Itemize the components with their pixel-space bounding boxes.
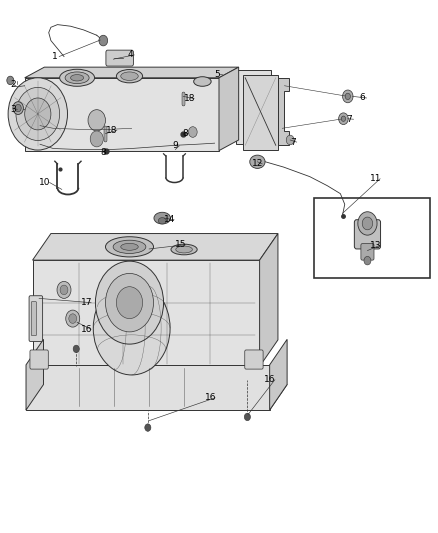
Text: 15: 15 (175, 240, 187, 249)
FancyBboxPatch shape (30, 350, 48, 369)
Ellipse shape (71, 75, 84, 81)
Circle shape (345, 93, 350, 100)
Circle shape (117, 287, 143, 319)
Circle shape (7, 76, 14, 85)
Text: 9: 9 (172, 141, 178, 150)
Text: 10: 10 (39, 178, 51, 187)
Circle shape (25, 98, 51, 130)
Circle shape (106, 273, 153, 332)
Polygon shape (32, 233, 278, 260)
Text: 11: 11 (370, 174, 381, 183)
Text: 13: 13 (370, 241, 381, 250)
Circle shape (145, 424, 151, 431)
Ellipse shape (154, 212, 170, 224)
Text: 16: 16 (205, 393, 216, 402)
FancyBboxPatch shape (31, 302, 36, 336)
Circle shape (364, 256, 371, 265)
Polygon shape (26, 384, 287, 410)
Circle shape (362, 217, 373, 230)
Circle shape (13, 102, 23, 115)
Text: 7: 7 (346, 115, 352, 124)
Text: 7: 7 (290, 138, 296, 147)
Text: 17: 17 (81, 298, 92, 307)
Ellipse shape (158, 217, 166, 224)
Polygon shape (25, 67, 239, 78)
FancyBboxPatch shape (29, 296, 42, 342)
Text: 18: 18 (184, 94, 195, 103)
Text: 16: 16 (265, 375, 276, 384)
Circle shape (60, 285, 68, 295)
Polygon shape (219, 67, 239, 151)
Text: 8: 8 (100, 148, 106, 157)
Circle shape (286, 135, 294, 145)
Ellipse shape (194, 77, 211, 86)
Circle shape (358, 212, 377, 235)
Ellipse shape (250, 155, 265, 168)
Circle shape (339, 113, 348, 125)
Polygon shape (26, 340, 43, 410)
Bar (314, 198, 430, 278)
Circle shape (341, 116, 346, 122)
Ellipse shape (106, 237, 153, 257)
Text: 6: 6 (360, 93, 365, 102)
Circle shape (16, 87, 60, 141)
Polygon shape (25, 78, 219, 151)
Polygon shape (243, 75, 278, 150)
Circle shape (93, 281, 170, 375)
Circle shape (15, 104, 21, 112)
Text: 14: 14 (163, 215, 175, 224)
Ellipse shape (65, 72, 89, 84)
FancyBboxPatch shape (354, 220, 381, 249)
Ellipse shape (171, 244, 197, 255)
Circle shape (244, 413, 251, 421)
Polygon shape (26, 365, 270, 410)
Ellipse shape (121, 72, 138, 80)
Circle shape (8, 78, 67, 150)
Circle shape (90, 131, 103, 147)
Text: 2: 2 (11, 79, 16, 88)
Circle shape (57, 281, 71, 298)
Circle shape (188, 127, 197, 138)
Text: 18: 18 (106, 126, 118, 135)
Polygon shape (32, 260, 260, 367)
Circle shape (343, 90, 353, 103)
Text: 4: 4 (127, 51, 133, 59)
Text: 8: 8 (182, 128, 187, 138)
Text: 12: 12 (252, 159, 263, 168)
Text: 16: 16 (81, 325, 92, 334)
Polygon shape (260, 233, 278, 367)
FancyBboxPatch shape (106, 50, 134, 66)
Ellipse shape (117, 69, 143, 83)
Circle shape (88, 110, 106, 131)
Circle shape (69, 314, 77, 324)
Circle shape (66, 310, 80, 327)
FancyBboxPatch shape (245, 350, 263, 369)
Polygon shape (237, 70, 272, 144)
Ellipse shape (60, 69, 95, 86)
Text: 1: 1 (52, 52, 58, 61)
Circle shape (73, 345, 79, 353)
Polygon shape (278, 78, 289, 146)
Ellipse shape (121, 244, 138, 251)
Circle shape (95, 261, 163, 344)
Polygon shape (270, 340, 287, 410)
Circle shape (99, 35, 108, 46)
Ellipse shape (113, 240, 146, 254)
FancyBboxPatch shape (361, 244, 374, 260)
Ellipse shape (176, 246, 192, 253)
Text: 3: 3 (11, 105, 16, 114)
Text: 5: 5 (215, 70, 220, 78)
